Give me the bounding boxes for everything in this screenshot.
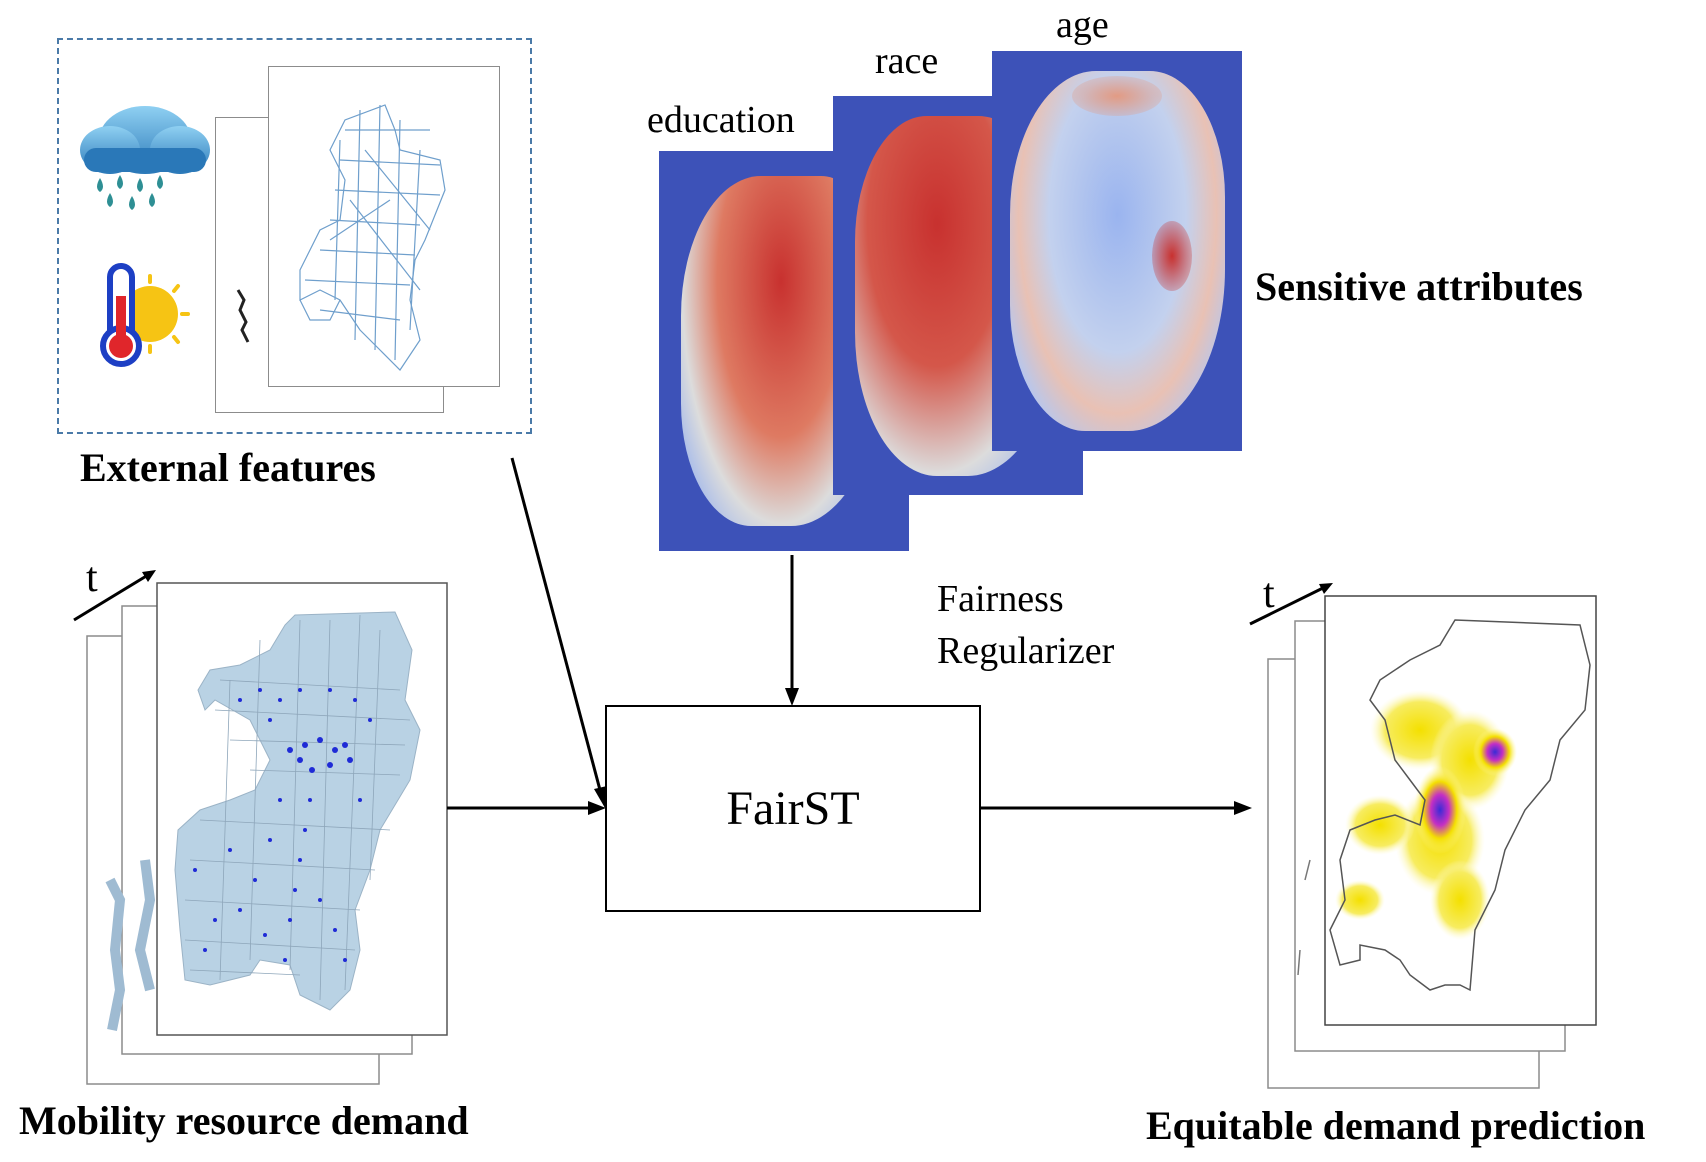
fairst-model-label: FairST [726,782,860,835]
education-heatmap-title: education [647,99,795,141]
fairness-regularizer-line1: Fairness [937,578,1064,620]
rain-cloud-icon [80,106,210,210]
race-heatmap-title: race [875,40,939,82]
road-network-frame-front [268,66,500,387]
mobility-demand-stack [73,570,448,1085]
fairness-regularizer-line2: Regularizer [937,630,1115,672]
time-axis-right-label: t [1263,571,1275,617]
external-features-panel [57,38,532,434]
mobility-demand-label: Mobility resource demand [19,1098,469,1143]
prediction-stack [1249,583,1597,1089]
equitable-prediction-label: Equitable demand prediction [1146,1103,1646,1148]
time-axis-left-label: t [86,555,98,601]
demand-points [193,688,372,962]
flow-arrows [447,457,1252,815]
external-features-label: External features [80,445,376,490]
road-network-map [299,104,446,371]
age-heatmap [992,51,1242,451]
age-heatmap-title: age [1056,4,1109,46]
thermometer-sun-icon [100,263,190,367]
fairst-model-box: FairST [605,705,981,912]
sensitive-attributes-label: Sensitive attributes [1255,264,1583,309]
